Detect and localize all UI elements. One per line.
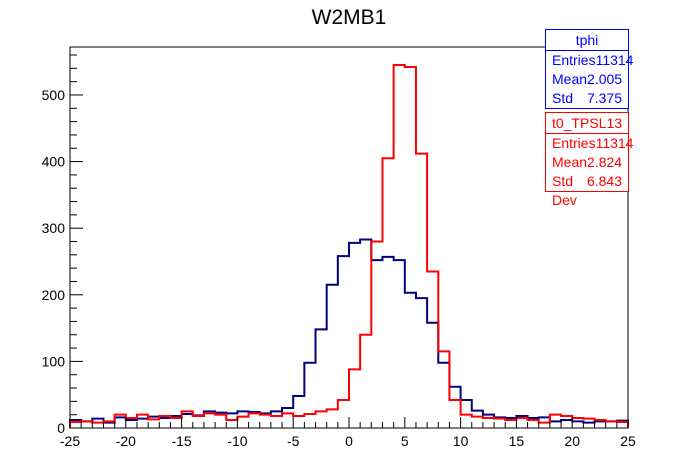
stats-label: Entries xyxy=(552,52,596,68)
x-tick-label: -25 xyxy=(60,433,80,449)
x-tick-label: -20 xyxy=(116,433,136,449)
stats-value: 11314 xyxy=(595,52,634,68)
stats-box-title: tphi xyxy=(546,30,628,51)
stats-row-entries: Entries 11314 xyxy=(546,134,633,153)
chart-title: W2MB1 xyxy=(311,6,387,29)
stats-row-mean: Mean 2.824 xyxy=(546,153,628,172)
x-tick-label: 15 xyxy=(509,433,525,449)
y-tick-label: 0 xyxy=(57,420,65,436)
x-tick-label: 0 xyxy=(345,433,353,449)
histogram-series-t0-tpsl13 xyxy=(69,63,629,428)
stats-value: 2.824 xyxy=(587,154,623,170)
stats-label: Std Dev xyxy=(552,90,577,125)
stats-label: Entries xyxy=(552,135,596,151)
stats-box-title: t0_TPSL13 xyxy=(546,113,628,134)
x-tick-label: 5 xyxy=(401,433,409,449)
stats-row-std: Std Dev 7.375 xyxy=(546,89,628,125)
y-tick-label: 100 xyxy=(42,353,66,369)
stats-label: Mean xyxy=(552,71,588,87)
stats-row-std: Std Dev 6.843 xyxy=(546,172,628,208)
x-tick-label: -15 xyxy=(171,433,191,449)
x-tick-label: 25 xyxy=(620,433,636,449)
stats-label: Std Dev xyxy=(552,173,577,208)
stats-label: Mean xyxy=(552,154,588,170)
stats-value: 2.005 xyxy=(587,71,623,87)
stats-box-t0-tpsl13: t0_TPSL13 Entries 11314 Mean 2.824 Std D… xyxy=(545,112,633,208)
stats-row-mean: Mean 2.005 xyxy=(546,70,628,89)
stats-box-tphi: tphi Entries 11314 Mean 2.005 Std Dev 7.… xyxy=(545,29,633,125)
y-tick-label: 400 xyxy=(42,154,66,170)
stats-row-entries: Entries 11314 xyxy=(546,51,633,70)
x-tick-label: -10 xyxy=(227,433,247,449)
stats-value: 6.843 xyxy=(586,173,622,189)
x-tick-label: -5 xyxy=(287,433,300,449)
stats-value: 11314 xyxy=(595,135,634,151)
stats-value: 7.375 xyxy=(586,90,622,106)
y-tick-label: 200 xyxy=(42,287,66,303)
x-tick-label: 20 xyxy=(564,433,580,449)
y-tick-label: 500 xyxy=(42,87,66,103)
x-tick-label: 10 xyxy=(453,433,469,449)
y-tick-label: 300 xyxy=(42,220,66,236)
